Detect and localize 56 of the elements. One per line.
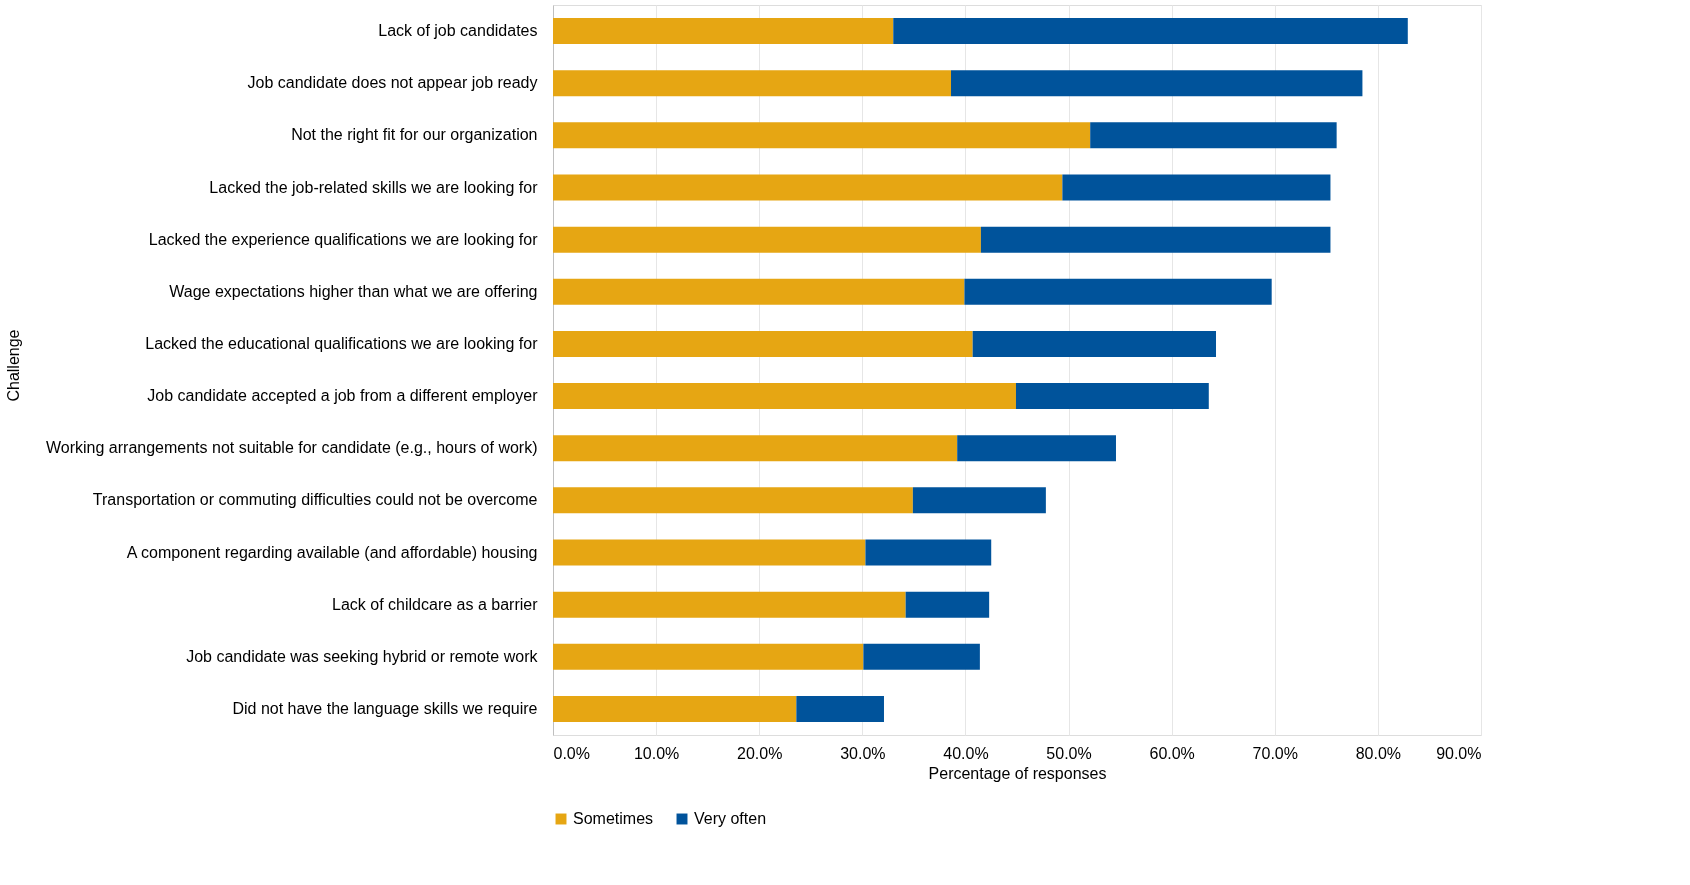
x-tick-label: 40.0% [943, 744, 989, 762]
y-tick-label: A component regarding available (and affordable) housing [126, 543, 538, 561]
bar [553, 122, 1091, 149]
y-tick-label: Job candidate does not appear job ready [247, 74, 538, 92]
bar [980, 226, 1331, 253]
bar [863, 643, 980, 670]
x-tick-label: 30.0% [840, 744, 886, 762]
bar [553, 70, 952, 97]
y-tick-label: Transportation or commuting difficulties could not be overcome [92, 491, 538, 509]
x-tick-label: 50.0% [1046, 744, 1092, 762]
x-tick-label: 10.0% [633, 744, 680, 762]
legend-label: Sometimes [573, 810, 654, 827]
x-tick-label: 0.0% [553, 744, 590, 762]
bar [972, 330, 1216, 357]
bar [553, 278, 965, 305]
bar [553, 330, 973, 357]
bar [912, 487, 1046, 514]
bar [796, 695, 884, 722]
y-axis-title: Challenge [4, 329, 22, 402]
bar [553, 226, 981, 253]
bar [553, 539, 866, 566]
y-tick-label: Job candidate was seeking hybrid or remote work [186, 647, 539, 665]
bar [553, 591, 906, 618]
x-tick-label: 60.0% [1149, 744, 1195, 762]
y-tick-label: Not the right fit for our organization [291, 126, 538, 144]
y-tick-label: Wage expectations higher than what we are offering [169, 282, 538, 300]
bar [553, 174, 1063, 201]
legend-label: Very often [694, 810, 767, 827]
y-tick-label: Lacked the experience qualifications we are looking for [148, 230, 539, 248]
bar [553, 435, 958, 462]
x-axis-title: Percentage of responses [928, 764, 1107, 782]
x-tick-label: 20.0% [737, 744, 783, 762]
y-tick-label: Lacked the educational qualifications we are looking for [145, 334, 539, 352]
x-tick-label: 90.0% [1436, 744, 1482, 762]
y-tick-label: Did not have the language skills we require [232, 699, 538, 717]
bar [951, 70, 1363, 97]
bar [893, 18, 1408, 45]
bar [553, 487, 913, 514]
x-tick-label: 70.0% [1252, 744, 1298, 762]
bar [964, 278, 1272, 305]
bar [553, 18, 894, 45]
bar [865, 539, 992, 566]
y-tick-label: Lacked the job-related skills we are looking for [209, 178, 539, 196]
bar [553, 643, 864, 670]
y-tick-label: Job candidate accepted a job from a different employer [147, 387, 539, 405]
y-tick-label: Lack of job candidates [378, 22, 538, 40]
bar [1062, 174, 1331, 201]
bar [1090, 122, 1337, 149]
x-tick-label: 80.0% [1355, 744, 1402, 762]
y-tick-label: Working arrangements not suitable for candidate (e.g., hours of work) [45, 439, 538, 457]
bar [1015, 383, 1209, 410]
bar [553, 383, 1016, 410]
bar [553, 695, 797, 722]
bar [905, 591, 990, 618]
y-tick-label: Lack of childcare as a barrier [332, 595, 539, 613]
bar [957, 435, 1116, 462]
